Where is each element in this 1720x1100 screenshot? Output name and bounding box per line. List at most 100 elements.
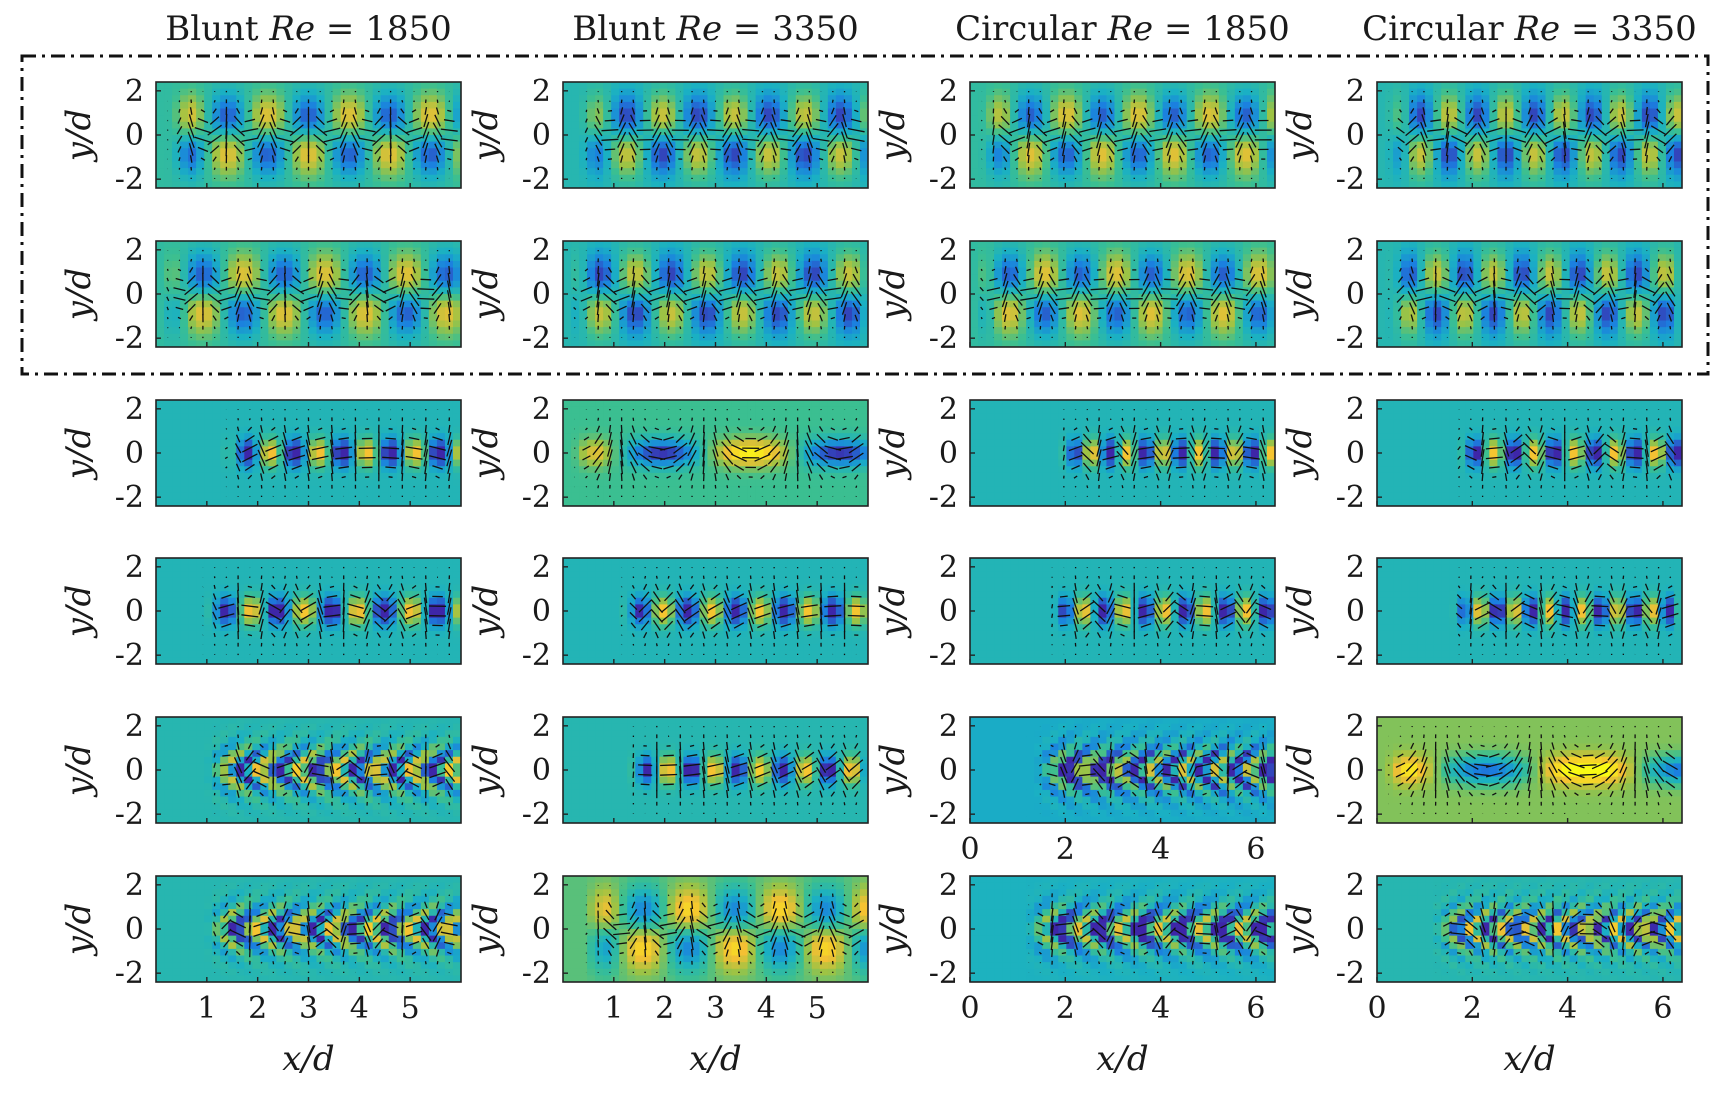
field-cell <box>1266 121 1275 129</box>
field-cell <box>188 280 197 288</box>
field-cell <box>619 327 628 335</box>
field-cell <box>1449 135 1458 143</box>
field-cell <box>340 254 350 262</box>
quiver-arrow <box>1117 147 1128 152</box>
field-cell <box>364 161 374 169</box>
field-cell <box>603 154 612 163</box>
field-cell <box>1473 88 1482 96</box>
quiver-arrow <box>1168 106 1171 115</box>
field-cell <box>1138 174 1148 182</box>
quiver-arrow <box>850 118 862 123</box>
field-cell <box>436 267 446 275</box>
field-cell <box>675 340 684 347</box>
field-cell <box>659 154 668 163</box>
field-cell <box>563 320 572 328</box>
quiver-arrow <box>1215 167 1218 171</box>
field-cell <box>308 95 318 103</box>
field-cell <box>683 148 693 156</box>
quiver-arrow <box>1586 155 1590 163</box>
quiver-arrow <box>1078 137 1096 143</box>
quiver-arrow <box>770 131 779 149</box>
field-cell <box>795 307 805 315</box>
field-cell <box>452 320 461 328</box>
quiver-arrow <box>401 314 404 323</box>
field-cell <box>1234 141 1244 149</box>
field-cell <box>643 128 652 136</box>
field-cell <box>1601 95 1611 103</box>
field-cell <box>1513 115 1523 123</box>
field-cell <box>1465 174 1474 182</box>
quiver-arrow <box>1433 109 1438 113</box>
field-cell <box>356 333 366 341</box>
field-cell <box>1441 82 1450 90</box>
quiver-arrow <box>399 290 406 308</box>
quiver-arrow <box>1663 133 1677 147</box>
quiver-arrow <box>173 287 186 292</box>
field-cell <box>835 121 845 129</box>
field-cell <box>1377 88 1386 96</box>
field-cell <box>452 274 461 282</box>
y-tick-label: 2 <box>125 74 144 109</box>
field-cell <box>755 287 765 295</box>
quiver-arrow <box>1629 148 1641 151</box>
field-cell <box>1505 141 1515 149</box>
field-cell <box>1162 82 1172 90</box>
quiver-arrow <box>1108 107 1113 115</box>
field-cell <box>1633 121 1643 129</box>
field-cell <box>260 340 269 347</box>
field-cell <box>635 161 644 169</box>
field-cell <box>196 82 205 90</box>
field-cell <box>260 320 269 328</box>
field-cell <box>236 101 245 110</box>
quiver-arrow <box>338 278 349 281</box>
field-cell <box>364 294 374 302</box>
field-cell <box>1585 135 1595 143</box>
quiver-arrow <box>595 144 602 155</box>
field-cell <box>659 340 668 347</box>
field-cell <box>659 128 668 136</box>
field-cell <box>1393 135 1402 143</box>
field-cell <box>739 300 749 308</box>
quiver-arrow <box>189 266 194 273</box>
quiver-arrow <box>377 326 380 329</box>
field-cell <box>204 274 213 282</box>
field-cell <box>779 307 789 315</box>
field-cell <box>627 108 636 116</box>
quiver-arrow <box>1562 131 1567 149</box>
field-cell <box>380 260 390 269</box>
field-cell <box>739 320 749 328</box>
field-cell <box>1513 141 1523 149</box>
field-cell <box>236 254 245 262</box>
field-cell <box>739 128 749 136</box>
field-cell <box>276 168 286 176</box>
field-cell <box>859 280 868 288</box>
field-cell <box>731 254 741 262</box>
quiver-arrow <box>224 316 229 320</box>
quiver-arrow <box>413 167 416 170</box>
field-cell <box>268 101 277 110</box>
field-cell <box>1258 108 1268 116</box>
quiver-arrow <box>785 167 787 170</box>
field-cell <box>1162 115 1172 123</box>
field-cell <box>795 287 805 295</box>
field-cell <box>1497 141 1507 149</box>
quiver-arrow <box>1144 155 1148 163</box>
field-cell <box>1449 115 1458 123</box>
quiver-arrow <box>221 277 232 282</box>
quiver-arrow <box>1477 132 1488 148</box>
quiver-arrow <box>1132 155 1136 164</box>
field-cell <box>1585 108 1595 116</box>
field-cell <box>819 88 829 96</box>
quiver-arrow <box>1014 108 1020 113</box>
field-cell <box>707 88 717 96</box>
field-cell <box>1210 101 1220 110</box>
field-cell <box>1018 128 1027 136</box>
field-cell <box>1090 135 1100 143</box>
field-cell <box>619 101 628 110</box>
field-cell <box>611 95 620 103</box>
field-cell <box>364 254 374 262</box>
field-cell <box>595 135 604 143</box>
field-cell <box>308 307 318 315</box>
field-cell <box>563 274 572 282</box>
field-cell <box>1042 148 1051 156</box>
